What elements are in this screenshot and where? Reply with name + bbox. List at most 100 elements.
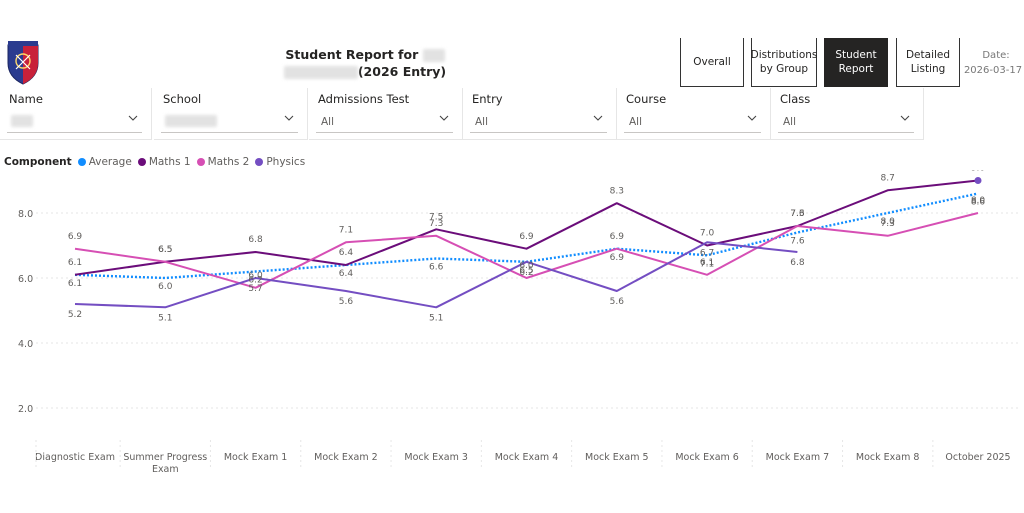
series-end-marker — [974, 177, 982, 184]
data-label: 5.6 — [339, 297, 354, 307]
x-tick-label: Exam — [152, 464, 179, 475]
nav-distributions-label: Distributions by Group — [750, 49, 818, 75]
filter-admissions-test-value: All — [321, 116, 335, 128]
title-line-2: (2026 Entry) — [357, 64, 447, 79]
legend-item-physics[interactable]: Physics — [255, 156, 305, 168]
chevron-down-icon — [128, 115, 138, 121]
legend-title: Component — [4, 156, 72, 168]
data-label: 7.3 — [881, 219, 895, 229]
x-tick-label: Mock Exam 4 — [495, 452, 559, 463]
series-line-maths-1 — [74, 179, 979, 276]
nav-detailed-listing-button[interactable]: Detailed Listing — [896, 38, 960, 87]
filter-admissions-test: Admissions Test All — [309, 88, 463, 140]
filter-class-value: All — [783, 116, 797, 128]
y-tick-label: 6.0 — [18, 274, 33, 285]
data-label: 8.0 — [971, 196, 986, 206]
chevron-down-icon — [900, 115, 910, 121]
series-line-maths-2 — [74, 212, 979, 289]
line-chart: 2.0 4.0 6.0 8.0 Diagnostic Exam Summer Progre… — [18, 170, 1020, 475]
filter-class-label: Class — [780, 92, 811, 106]
data-label: 6.7 — [700, 248, 714, 258]
y-tick-label: 4.0 — [18, 339, 33, 350]
x-tick-label: Mock Exam 3 — [404, 452, 468, 463]
x-tick-label: Mock Exam 2 — [314, 452, 378, 463]
filter-class-dropdown[interactable]: All — [778, 110, 914, 133]
legend-item-average[interactable]: Average — [77, 156, 132, 168]
x-tick-label: Mock Exam 6 — [675, 452, 739, 463]
nav-student-report-button[interactable]: Student Report — [824, 38, 888, 87]
x-tick-label: October 2025 — [945, 452, 1010, 463]
data-label: 6.2 — [519, 268, 533, 278]
data-label: 7.0 — [700, 229, 715, 239]
data-label: 9.0 — [971, 170, 986, 174]
data-label: 6.0 — [519, 261, 534, 271]
filter-course-label: Course — [626, 92, 667, 106]
data-label: 8.0 — [881, 217, 896, 227]
data-label: 6.4 — [339, 269, 354, 279]
legend-label-average: Average — [88, 156, 132, 168]
data-label: 6.1 — [68, 258, 82, 268]
data-label: 6.9 — [610, 232, 625, 242]
chart-legend: Component Average Maths 1 Maths 2 Physic… — [4, 156, 311, 168]
filter-course: Course All — [617, 88, 771, 140]
data-label: 7.1 — [339, 225, 353, 235]
data-label: 6.5 — [158, 245, 172, 255]
data-label: 5.7 — [248, 284, 262, 294]
filter-course-value: All — [629, 116, 643, 128]
nav-overall-label: Overall — [693, 56, 731, 68]
data-label: 6.2 — [248, 276, 262, 286]
nav-distributions-button[interactable]: Distributions by Group — [751, 38, 817, 87]
chevron-down-icon — [439, 115, 449, 121]
data-label: 7.6 — [790, 209, 805, 219]
chevron-down-icon — [593, 115, 603, 121]
data-label: 6.9 — [610, 253, 625, 263]
nav-overall-button[interactable]: Overall — [680, 38, 744, 87]
data-label: 7.3 — [790, 209, 804, 219]
redacted-student-name — [422, 49, 445, 62]
series-line-physics — [74, 241, 798, 309]
nav-detailed-listing-label: Detailed Listing — [905, 49, 951, 75]
legend-label-maths-2: Maths 2 — [207, 156, 250, 168]
data-label: 7.6 — [790, 237, 805, 247]
filter-entry-dropdown[interactable]: All — [470, 110, 607, 133]
x-tick-label: Summer Progress — [123, 452, 207, 463]
filter-class: Class All — [771, 88, 924, 140]
data-label: 6.8 — [248, 235, 263, 245]
data-label: 8.7 — [881, 173, 895, 183]
data-label: 5.1 — [429, 313, 443, 323]
filter-school-dropdown[interactable] — [161, 110, 298, 133]
data-label: 5.2 — [68, 310, 82, 320]
nav-student-report-label: Student Report — [835, 49, 877, 75]
filter-admissions-test-label: Admissions Test — [318, 92, 410, 106]
legend-dot-physics — [255, 158, 264, 166]
filter-name-label: Name — [9, 92, 43, 106]
filter-course-dropdown[interactable]: All — [624, 110, 761, 133]
filter-entry-label: Entry — [472, 92, 503, 106]
legend-dot-maths-2 — [196, 158, 205, 166]
legend-item-maths-2[interactable]: Maths 2 — [196, 156, 250, 168]
data-label: 6.5 — [519, 266, 533, 276]
filter-admissions-test-dropdown[interactable]: All — [316, 110, 453, 133]
report-title: Student Report for (2026 Entry) — [250, 46, 480, 80]
x-tick-label: Mock Exam 7 — [766, 452, 830, 463]
x-tick-label: Mock Exam 1 — [224, 452, 288, 463]
data-label: 7.3 — [429, 219, 443, 229]
chevron-down-icon — [747, 115, 757, 121]
filter-entry: Entry All — [463, 88, 617, 140]
data-label: 8.6 — [971, 198, 986, 208]
data-label: 8.3 — [610, 186, 624, 196]
redacted-student-name — [283, 66, 358, 79]
filter-entry-value: All — [475, 116, 489, 128]
data-label: 6.8 — [790, 258, 805, 268]
data-label: 6.1 — [700, 258, 714, 268]
date-value: 2026-03-17 — [963, 65, 1023, 76]
filter-name-dropdown[interactable] — [7, 110, 142, 133]
redacted-school-value — [165, 115, 217, 127]
data-label: 6.6 — [429, 263, 444, 273]
data-label: 6.9 — [68, 232, 83, 242]
legend-item-maths-1[interactable]: Maths 1 — [137, 156, 191, 168]
y-tick-label: 2.0 — [18, 404, 33, 415]
data-label: 5.6 — [610, 297, 625, 307]
y-tick-label: 8.0 — [18, 209, 33, 220]
chevron-down-icon — [284, 115, 294, 121]
